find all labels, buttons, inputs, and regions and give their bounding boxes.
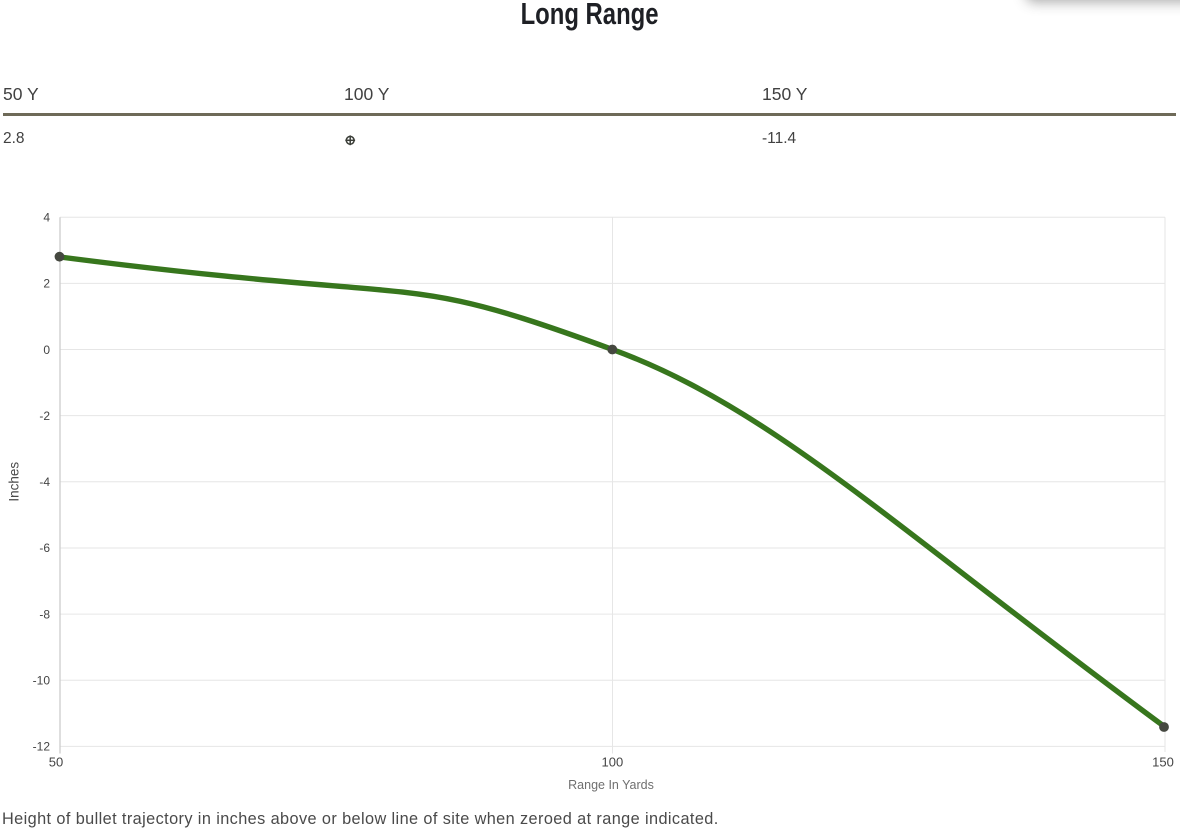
svg-text:-2: -2 (39, 409, 50, 423)
svg-text:-12: -12 (33, 740, 51, 754)
svg-text:150: 150 (1152, 755, 1174, 770)
svg-text:100: 100 (602, 755, 624, 770)
svg-text:0: 0 (43, 343, 50, 357)
svg-text:-4: -4 (39, 475, 50, 489)
svg-text:Range In Yards: Range In Yards (568, 778, 654, 792)
svg-text:Inches: Inches (6, 462, 21, 502)
svg-text:2: 2 (43, 277, 50, 291)
svg-text:-6: -6 (39, 541, 50, 555)
svg-text:50: 50 (49, 755, 63, 770)
svg-text:-10: -10 (33, 674, 51, 688)
svg-text:-8: -8 (39, 607, 50, 621)
svg-text:4: 4 (43, 211, 50, 225)
